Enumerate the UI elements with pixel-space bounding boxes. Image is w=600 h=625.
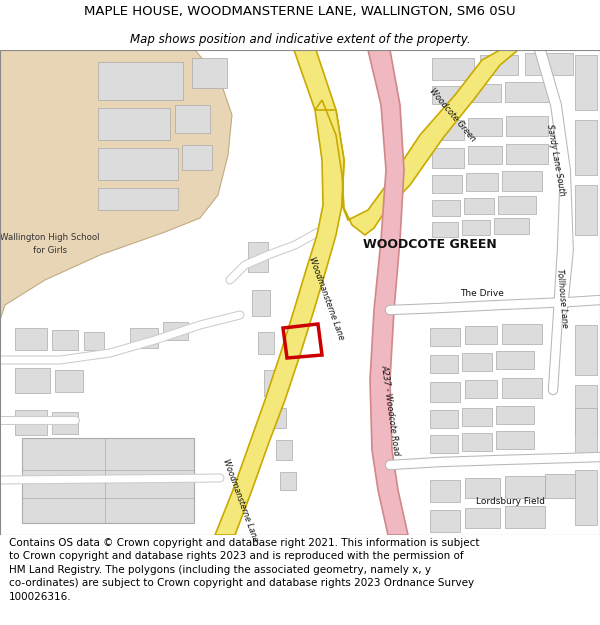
Bar xyxy=(494,218,529,234)
Polygon shape xyxy=(0,50,232,320)
Bar xyxy=(430,382,460,402)
Bar xyxy=(432,222,458,237)
Bar xyxy=(98,62,183,100)
Bar xyxy=(163,322,188,340)
Bar xyxy=(575,408,597,458)
Text: Map shows position and indicative extent of the property.: Map shows position and indicative extent… xyxy=(130,32,470,46)
Polygon shape xyxy=(315,50,518,235)
Bar xyxy=(575,470,597,525)
Bar xyxy=(98,188,178,210)
Bar xyxy=(462,353,492,371)
Bar xyxy=(248,242,268,272)
Bar xyxy=(502,171,542,191)
Bar xyxy=(252,290,270,316)
Bar xyxy=(464,198,494,214)
Bar xyxy=(462,433,492,451)
Bar xyxy=(430,435,458,453)
Bar xyxy=(432,200,460,216)
Polygon shape xyxy=(368,50,408,535)
Bar xyxy=(462,408,492,426)
Bar xyxy=(270,408,286,428)
Text: Tollhouse Lane: Tollhouse Lane xyxy=(555,268,569,328)
Bar xyxy=(465,508,500,528)
Bar xyxy=(505,476,545,498)
Bar xyxy=(496,431,534,449)
Text: WOODCOTE GREEN: WOODCOTE GREEN xyxy=(363,239,497,251)
Bar xyxy=(465,380,497,398)
Bar xyxy=(465,478,500,498)
Text: Lordsbury Field: Lordsbury Field xyxy=(476,498,545,506)
Bar xyxy=(430,355,458,373)
Bar xyxy=(15,368,50,393)
Bar xyxy=(430,510,460,532)
Bar xyxy=(496,406,534,424)
Bar xyxy=(432,148,464,168)
Bar xyxy=(276,440,292,460)
Bar xyxy=(466,84,501,102)
Bar xyxy=(182,145,212,170)
Bar xyxy=(525,53,573,75)
Bar xyxy=(430,410,458,428)
Bar xyxy=(480,55,518,75)
Bar xyxy=(432,175,462,193)
Bar xyxy=(432,86,462,104)
Bar xyxy=(130,328,158,348)
Text: Woodcote Green: Woodcote Green xyxy=(427,86,477,144)
Bar xyxy=(430,480,460,502)
Bar xyxy=(430,328,460,346)
Text: Wallington High School: Wallington High School xyxy=(0,233,100,242)
Polygon shape xyxy=(215,50,344,535)
Bar xyxy=(502,378,542,398)
Bar xyxy=(15,328,47,350)
Bar xyxy=(55,370,83,392)
Text: Sandy Lane South: Sandy Lane South xyxy=(545,123,567,197)
Bar xyxy=(575,325,597,375)
Bar xyxy=(432,120,464,140)
Bar xyxy=(52,412,78,434)
Bar xyxy=(506,116,548,136)
Bar xyxy=(468,118,502,136)
Bar xyxy=(462,220,490,235)
Bar xyxy=(496,351,534,369)
Bar xyxy=(280,472,296,490)
Bar xyxy=(502,324,542,344)
Bar xyxy=(505,82,550,102)
Text: for Girls: for Girls xyxy=(33,246,67,255)
Bar xyxy=(15,410,47,435)
Bar xyxy=(465,326,497,344)
Bar xyxy=(258,332,274,354)
Text: A237 - Woodcote Road: A237 - Woodcote Road xyxy=(379,364,401,456)
Text: Woodmansterne Lane: Woodmansterne Lane xyxy=(221,458,259,542)
Bar xyxy=(468,146,502,164)
Bar xyxy=(98,148,178,180)
Text: Woodmansterne Lane: Woodmansterne Lane xyxy=(307,255,345,341)
Text: Contains OS data © Crown copyright and database right 2021. This information is : Contains OS data © Crown copyright and d… xyxy=(9,538,479,602)
Bar xyxy=(575,385,597,435)
Bar xyxy=(192,58,227,88)
Bar xyxy=(264,370,282,396)
Bar xyxy=(432,58,474,80)
Bar xyxy=(498,196,536,214)
Text: MAPLE HOUSE, WOODMANSTERNE LANE, WALLINGTON, SM6 0SU: MAPLE HOUSE, WOODMANSTERNE LANE, WALLING… xyxy=(84,4,516,18)
Bar xyxy=(175,105,210,133)
Bar xyxy=(98,108,170,140)
Bar xyxy=(466,173,498,191)
Bar xyxy=(575,185,597,235)
Bar xyxy=(22,438,194,523)
Bar xyxy=(52,330,78,350)
Bar xyxy=(575,55,597,110)
Bar xyxy=(84,332,104,350)
Bar xyxy=(545,474,590,498)
Bar xyxy=(575,120,597,175)
Text: The Drive: The Drive xyxy=(460,289,504,299)
Bar xyxy=(506,144,548,164)
Bar xyxy=(505,506,545,528)
